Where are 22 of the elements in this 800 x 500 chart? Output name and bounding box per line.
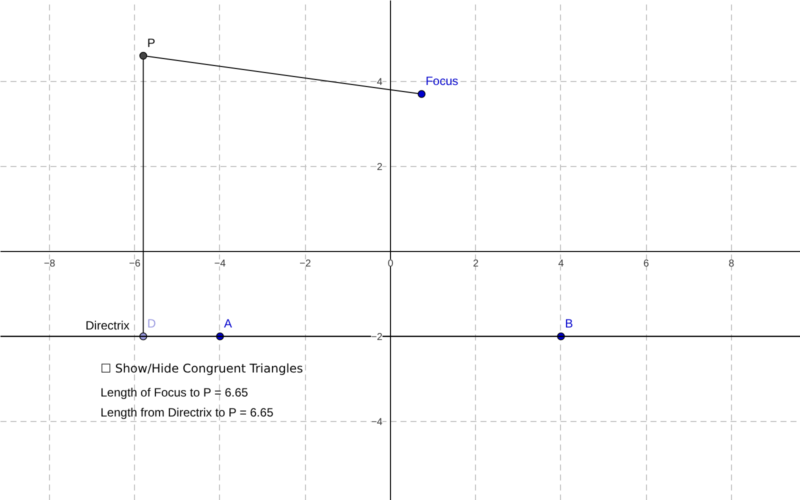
- x-tick-label: −8: [44, 258, 56, 270]
- x-tick-label: −2: [300, 258, 312, 270]
- y-tick-label: −2: [371, 332, 383, 343]
- series-label: D: [147, 316, 156, 330]
- y-tick-label: 4: [376, 76, 383, 88]
- x-tick-label: −4: [214, 258, 226, 270]
- series-label: Focus: [426, 74, 458, 88]
- annotation: Length of Focus to P = 6.65: [100, 385, 248, 400]
- ref-line-label: Directrix: [86, 318, 130, 332]
- series-label: B: [564, 316, 573, 330]
- series-label: P: [147, 36, 156, 50]
- annotation: Length from Directrix to P = 6.65: [100, 405, 274, 420]
- x-tick-label: −6: [129, 258, 141, 270]
- series-label: A: [224, 316, 232, 330]
- y-tick-label: −4: [371, 416, 383, 428]
- y-tick-label: 2: [376, 162, 383, 173]
- x-tick-label: 8: [728, 258, 735, 270]
- x-tick-label: 0: [388, 258, 394, 270]
- annotation: ☐ Show/Hide Congruent Triangles: [100, 361, 304, 376]
- x-tick-label: 4: [558, 258, 564, 270]
- x-tick-label: 2: [472, 258, 479, 270]
- x-tick-label: 6: [643, 258, 650, 270]
